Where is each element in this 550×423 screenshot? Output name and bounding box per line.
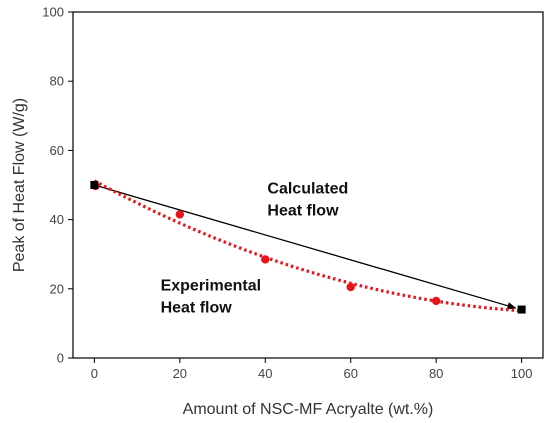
experimental-point [346, 282, 355, 292]
annotation-line: Experimental [161, 278, 261, 295]
plot-border [72, 11, 544, 359]
calculated-point [90, 181, 99, 189]
y-axis-label: Peak of Heat Flow (W/g) [11, 98, 28, 272]
experimental-point [175, 210, 185, 219]
calculated-point [517, 305, 526, 314]
y-axis-ticks: 0 20 40 60 80 100 [42, 5, 73, 366]
annotation-line: Calculated [267, 181, 348, 198]
x-tick-label: 80 [429, 366, 443, 381]
y-tick-label: 0 [57, 351, 64, 366]
y-tick-label: 20 [50, 281, 64, 296]
x-tick-label: 40 [258, 366, 272, 381]
y-tick-label: 80 [50, 74, 64, 89]
y-tick-label: 100 [42, 5, 64, 20]
x-axis-label: Amount of NSC-MF Acryalte (wt.%) [183, 401, 434, 418]
y-tick-label: 40 [50, 212, 64, 227]
series-annotation: Calculated Heat flow [267, 181, 348, 220]
experimental-fit-line [93, 179, 522, 313]
calculated-line [94, 184, 517, 310]
x-tick-label: 0 [91, 366, 98, 381]
annotation-line: Heat flow [161, 300, 233, 317]
x-tick-label: 20 [173, 366, 187, 381]
annotation-line: Heat flow [267, 203, 339, 220]
experimental-point [261, 255, 270, 264]
x-tick-label: 100 [511, 366, 533, 381]
x-axis-ticks: 0 20 40 60 80 100 [91, 358, 533, 381]
plot-frame [72, 11, 544, 359]
y-tick-label: 60 [50, 143, 64, 158]
series-annotation: Experimental Heat flow [161, 278, 261, 317]
annotations-layer: Calculated Heat flow Experimental Heat flow [161, 181, 349, 317]
series-layer [90, 179, 526, 314]
experimental-point [431, 296, 441, 306]
x-tick-label: 60 [343, 366, 357, 381]
